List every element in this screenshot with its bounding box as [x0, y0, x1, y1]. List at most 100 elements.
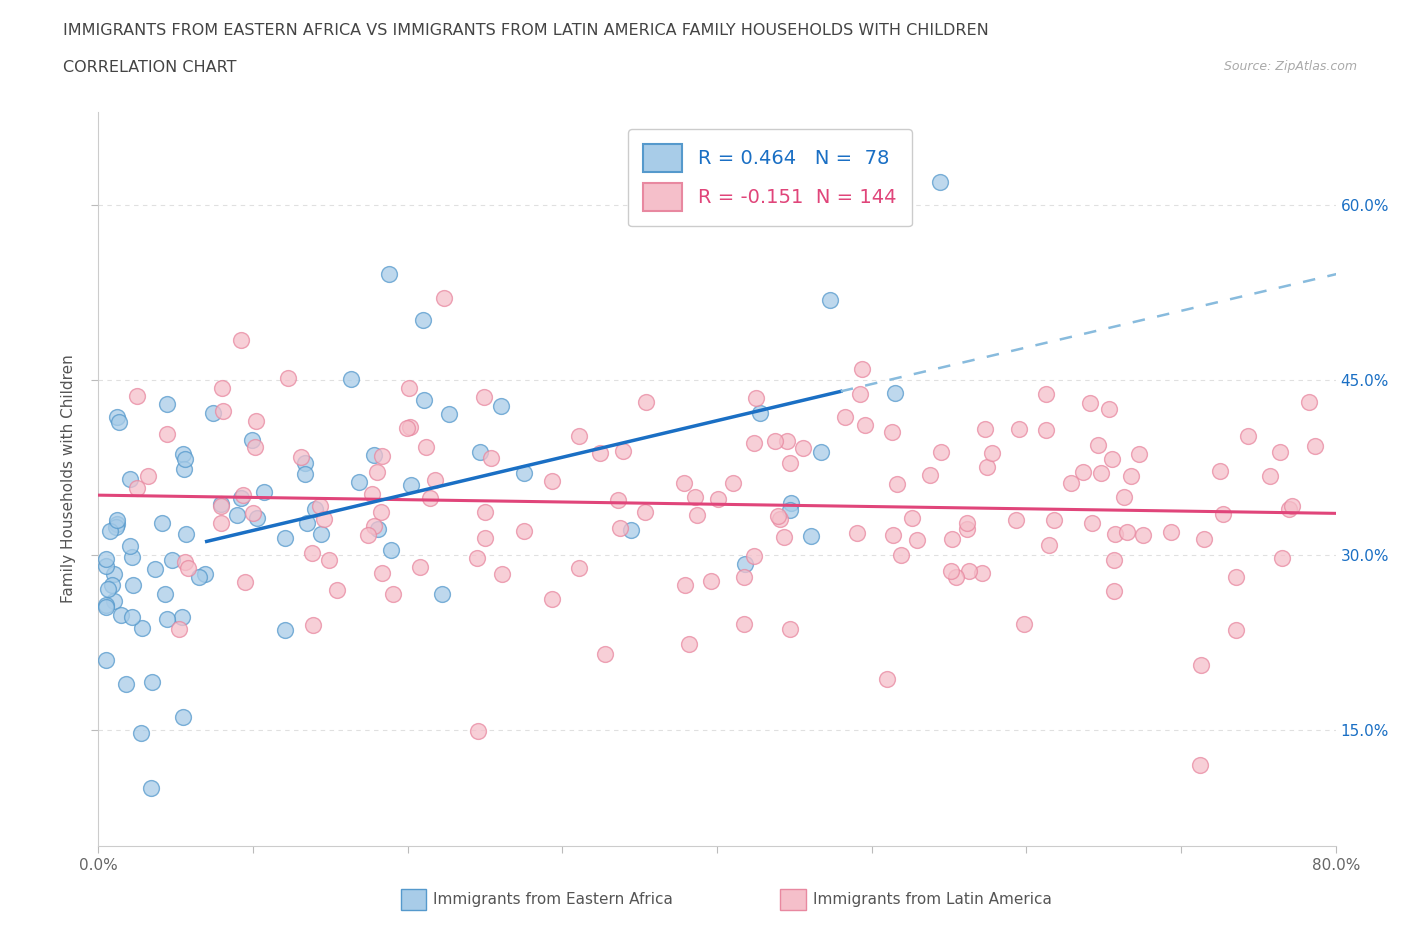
Point — [1071, 464, 1094, 479]
Point — [370, 504, 392, 519]
Point — [745, 391, 768, 405]
Point — [779, 496, 801, 511]
Point — [120, 538, 142, 553]
Point — [568, 429, 591, 444]
Point — [172, 710, 194, 724]
Point — [1208, 463, 1230, 478]
Point — [609, 521, 631, 536]
Point — [1035, 387, 1057, 402]
Point — [686, 508, 709, 523]
Point — [139, 780, 162, 795]
Point — [957, 564, 980, 578]
Point — [103, 593, 125, 608]
Point — [297, 515, 319, 530]
Point — [1303, 439, 1326, 454]
Point — [382, 586, 405, 601]
Point — [245, 413, 267, 428]
Point — [363, 518, 385, 533]
Point — [1080, 516, 1102, 531]
Point — [1104, 526, 1126, 541]
Point — [194, 566, 217, 581]
Text: Immigrants from Eastern Africa: Immigrants from Eastern Africa — [433, 892, 673, 907]
Point — [699, 574, 721, 589]
Point — [974, 421, 997, 436]
Point — [363, 447, 385, 462]
Point — [901, 511, 924, 525]
Point — [1102, 552, 1125, 567]
Point — [120, 472, 142, 486]
Point — [744, 435, 766, 450]
Point — [97, 581, 120, 596]
Point — [174, 554, 197, 569]
Point — [367, 522, 389, 537]
Point — [882, 527, 904, 542]
Point — [853, 418, 876, 432]
Point — [479, 450, 502, 465]
Point — [108, 415, 131, 430]
Point — [763, 434, 786, 449]
Point — [1112, 489, 1135, 504]
Point — [1102, 583, 1125, 598]
Point — [890, 547, 912, 562]
Point — [209, 516, 232, 531]
Point — [1192, 531, 1215, 546]
Point — [415, 439, 437, 454]
Point — [468, 445, 491, 459]
Point — [779, 621, 801, 636]
Point — [834, 409, 856, 424]
Point — [1005, 512, 1028, 527]
Point — [956, 515, 979, 530]
Point — [800, 528, 823, 543]
Point — [876, 671, 898, 686]
Point — [905, 532, 928, 547]
Point — [883, 386, 905, 401]
Point — [776, 433, 799, 448]
Point — [1012, 617, 1035, 631]
Point — [1268, 445, 1291, 459]
Point — [229, 333, 252, 348]
Point — [1225, 569, 1247, 584]
Point — [312, 512, 335, 526]
Point — [606, 493, 628, 508]
Point — [734, 556, 756, 571]
Point — [721, 476, 744, 491]
Point — [212, 404, 235, 418]
Y-axis label: Family Households with Children: Family Households with Children — [60, 354, 76, 604]
Point — [880, 425, 903, 440]
Point — [277, 370, 299, 385]
Point — [290, 449, 312, 464]
Point — [136, 468, 159, 483]
Point — [779, 456, 801, 471]
Point — [398, 380, 420, 395]
Point — [233, 575, 256, 590]
Point — [131, 620, 153, 635]
Point — [634, 504, 657, 519]
Point — [301, 546, 323, 561]
Point — [513, 524, 536, 538]
Point — [366, 464, 388, 479]
Point — [419, 490, 441, 505]
Point — [302, 618, 325, 632]
Point — [792, 441, 814, 456]
Point — [96, 597, 118, 612]
Point — [188, 570, 211, 585]
Point — [370, 449, 392, 464]
Point — [1059, 475, 1081, 490]
Point — [253, 485, 276, 499]
Point — [620, 523, 643, 538]
Point — [1189, 658, 1212, 673]
Point — [172, 446, 194, 461]
Point — [378, 267, 401, 282]
Point — [1188, 757, 1211, 772]
Point — [851, 362, 873, 377]
Point — [105, 512, 128, 527]
Point — [568, 561, 591, 576]
Point — [849, 387, 872, 402]
Point — [980, 446, 1002, 461]
Point — [96, 558, 118, 573]
Point — [512, 466, 534, 481]
Point — [412, 312, 434, 327]
Text: Source: ZipAtlas.com: Source: ZipAtlas.com — [1223, 60, 1357, 73]
Point — [769, 512, 792, 526]
Point — [589, 446, 612, 461]
